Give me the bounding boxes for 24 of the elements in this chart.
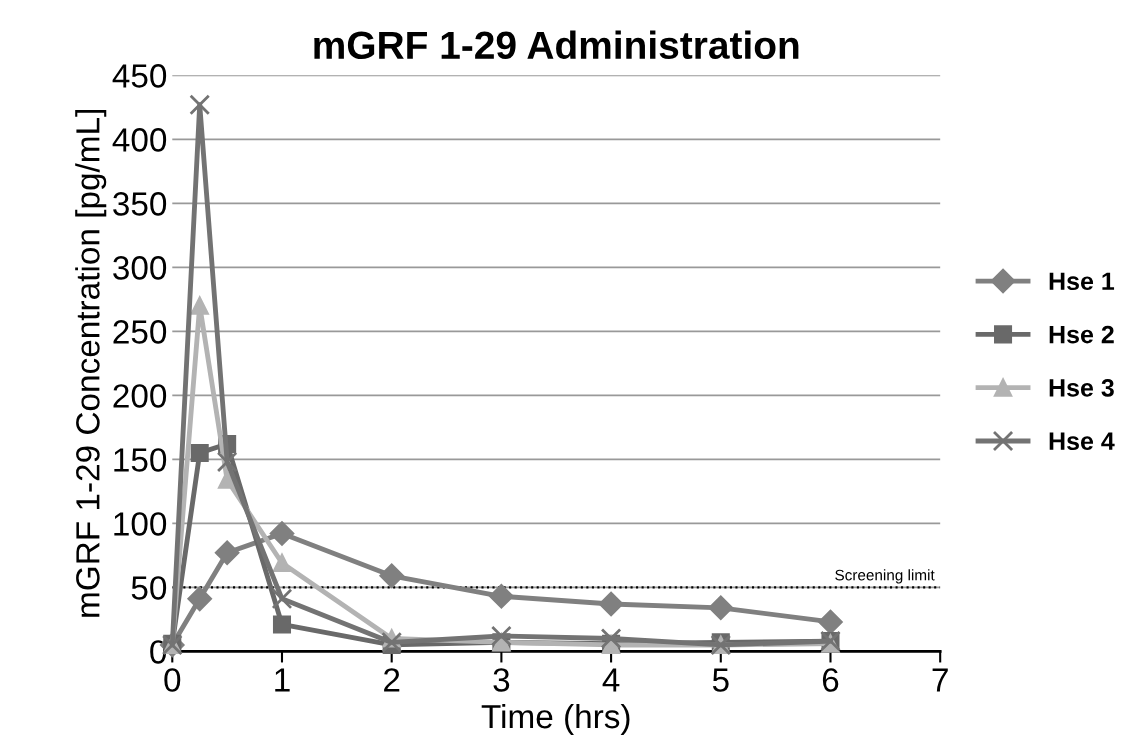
x-tick-label: 1 [275,668,290,692]
y-tick-label: 250 [113,320,167,344]
legend-label: Hse 2 [1049,325,1114,344]
legend-label: Hse 4 [1049,432,1115,450]
y-tick-label: 450 [112,64,167,88]
chart-title: mGRF 1-29 Administration [314,30,799,60]
x-axis-title: Time (hrs) [481,703,630,735]
y-tick-label: 400 [112,128,167,152]
x-tick-label: 3 [493,668,510,692]
x-tick-label: 4 [602,668,620,692]
x-tick-label: 5 [712,668,729,692]
y-tick-label: 300 [113,256,167,280]
y-tick-label: 100 [114,512,167,536]
y-tick-label: 350 [113,192,167,216]
y-tick-label: 200 [113,384,167,408]
y-tick-label: 50 [131,576,167,600]
legend-label: Hse 1 [1049,272,1115,291]
x-tick-label: 2 [384,668,400,692]
x-tick-label: 7 [932,668,948,692]
y-tick-label: 150 [114,448,167,472]
x-tick-label: 6 [822,668,839,692]
ref-line-label: Screening limit [835,569,935,584]
legend-label: Hse 3 [1049,378,1114,397]
y-axis-title: mGRF 1-29 Concentration [pg/mL] [75,110,107,617]
